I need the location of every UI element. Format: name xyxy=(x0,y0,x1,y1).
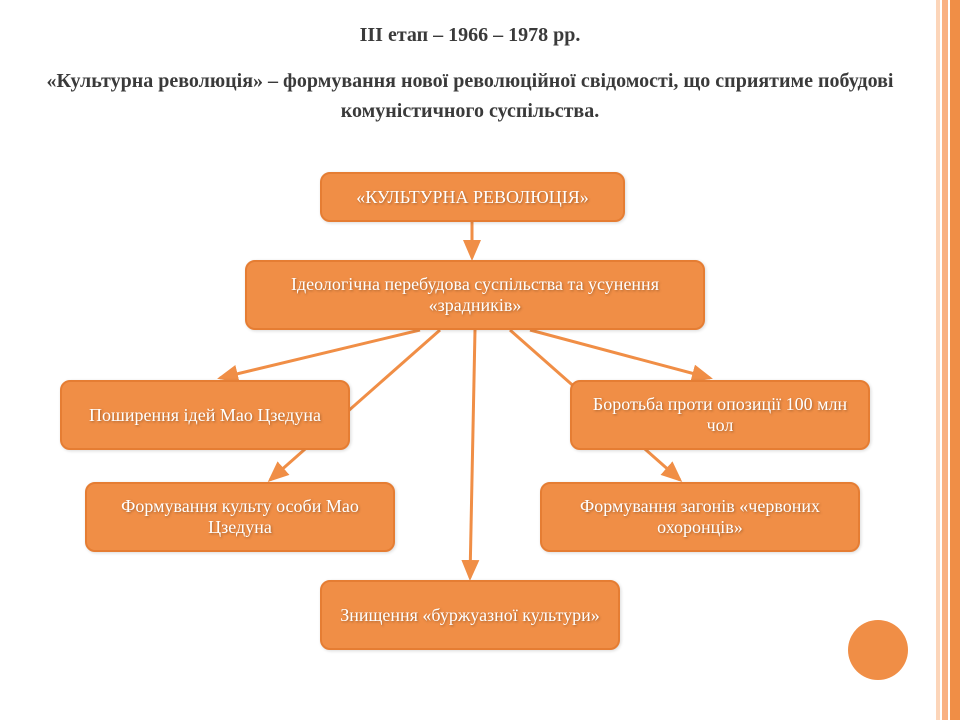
node-right1: Боротьба проти опозиції 100 млн чол xyxy=(570,380,870,450)
title-line1: ІІІ етап – 1966 – 1978 рр. xyxy=(40,20,900,50)
node-right2: Формування загонів «червоних охоронців» xyxy=(540,482,860,552)
decorative-circle xyxy=(848,620,908,680)
title-line2: «Культурна революція» – формування нової… xyxy=(40,66,900,126)
node-left1: Поширення ідей Мао Цзедуна xyxy=(60,380,350,450)
stripe-3 xyxy=(936,0,940,720)
stripe-2 xyxy=(942,0,948,720)
node-bottom: Знищення «буржуазної культури» xyxy=(320,580,620,650)
stripe-1 xyxy=(950,0,960,720)
title-block: ІІІ етап – 1966 – 1978 рр. «Культурна ре… xyxy=(40,20,900,126)
node-root: «КУЛЬТУРНА РЕВОЛЮЦІЯ» xyxy=(320,172,625,222)
node-mid: Ідеологічна перебудова суспільства та ус… xyxy=(245,260,705,330)
node-left2: Формування культу особи Мао Цзедуна xyxy=(85,482,395,552)
side-stripes xyxy=(934,0,960,720)
